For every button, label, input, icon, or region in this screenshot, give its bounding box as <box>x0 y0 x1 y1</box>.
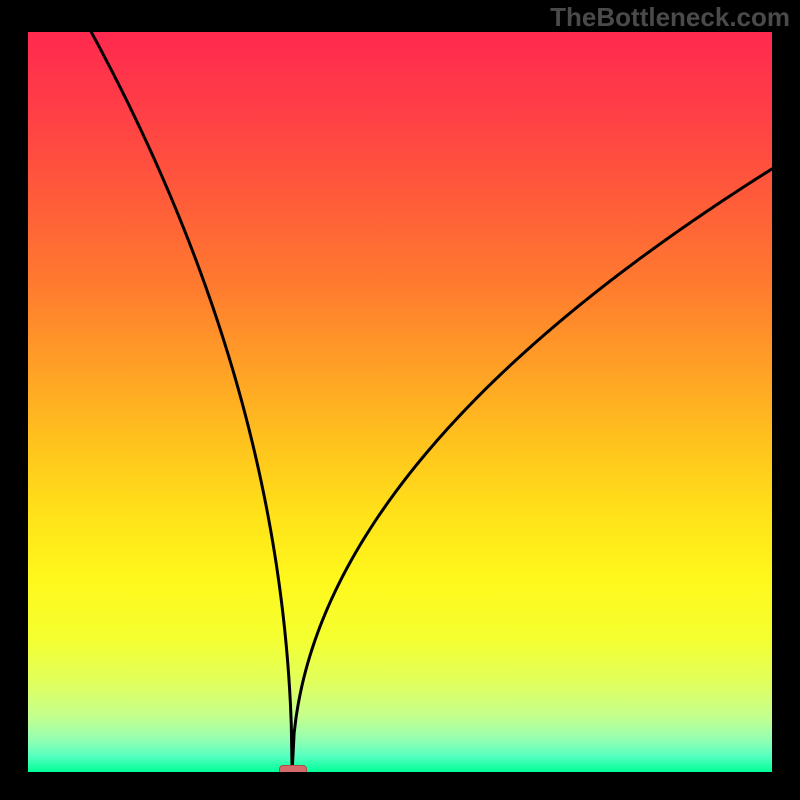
bottleneck-chart <box>28 32 772 772</box>
watermark-text: TheBottleneck.com <box>550 2 790 33</box>
optimal-marker <box>279 765 307 772</box>
canvas: TheBottleneck.com <box>0 0 800 800</box>
bottleneck-curve <box>28 32 772 772</box>
